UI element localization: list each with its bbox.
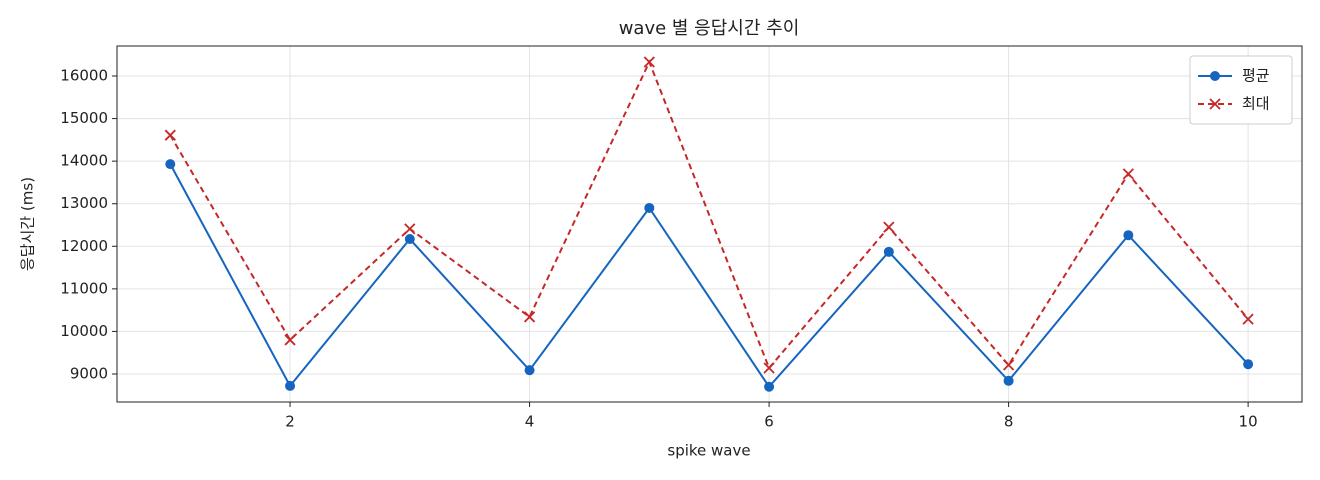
- x-tick-label: 4: [525, 413, 535, 431]
- legend-label: 평균: [1242, 67, 1270, 85]
- y-tick-label: 10000: [60, 322, 108, 340]
- marker: [883, 221, 895, 233]
- marker: [883, 246, 894, 257]
- marker: [164, 129, 176, 141]
- marker: [763, 362, 775, 374]
- y-tick-label: 14000: [60, 152, 108, 170]
- y-tick-label: 9000: [70, 364, 108, 382]
- marker: [285, 380, 296, 391]
- y-axis-label: 응답시간 (ms): [19, 177, 37, 271]
- marker: [1243, 359, 1254, 370]
- marker: [1242, 313, 1254, 325]
- marker: [1122, 168, 1134, 180]
- marker: [523, 311, 536, 323]
- marker: [764, 381, 775, 392]
- marker: [284, 334, 296, 346]
- y-tick-label: 16000: [60, 67, 108, 85]
- legend-marker: [1210, 71, 1220, 81]
- marker: [404, 223, 416, 235]
- x-axis-label: spike wave: [667, 442, 750, 460]
- marker: [404, 234, 415, 245]
- legend-box: [1189, 55, 1293, 125]
- series-line: [169, 163, 1249, 389]
- series-line: [169, 59, 1249, 370]
- marker: [644, 202, 655, 213]
- marker: [165, 159, 176, 170]
- marker: [643, 56, 655, 68]
- marker: [1002, 359, 1015, 371]
- x-tick-label: 2: [285, 413, 295, 431]
- x-tick-label: 6: [764, 413, 774, 431]
- y-tick-label: 15000: [60, 109, 108, 127]
- plot-frame: [116, 45, 1303, 403]
- y-tick-label: 13000: [60, 194, 108, 212]
- legend-label: 최대: [1242, 95, 1270, 113]
- x-tick-label: 8: [1004, 413, 1014, 431]
- y-tick-label: 12000: [60, 237, 108, 255]
- marker: [1123, 230, 1134, 241]
- marker: [1003, 375, 1014, 386]
- legend-marker: [1209, 98, 1221, 110]
- chart-title: wave 별 응답시간 추이: [619, 18, 800, 39]
- y-tick-label: 11000: [60, 279, 108, 297]
- marker: [524, 365, 535, 376]
- x-tick-label: 10: [1239, 413, 1258, 431]
